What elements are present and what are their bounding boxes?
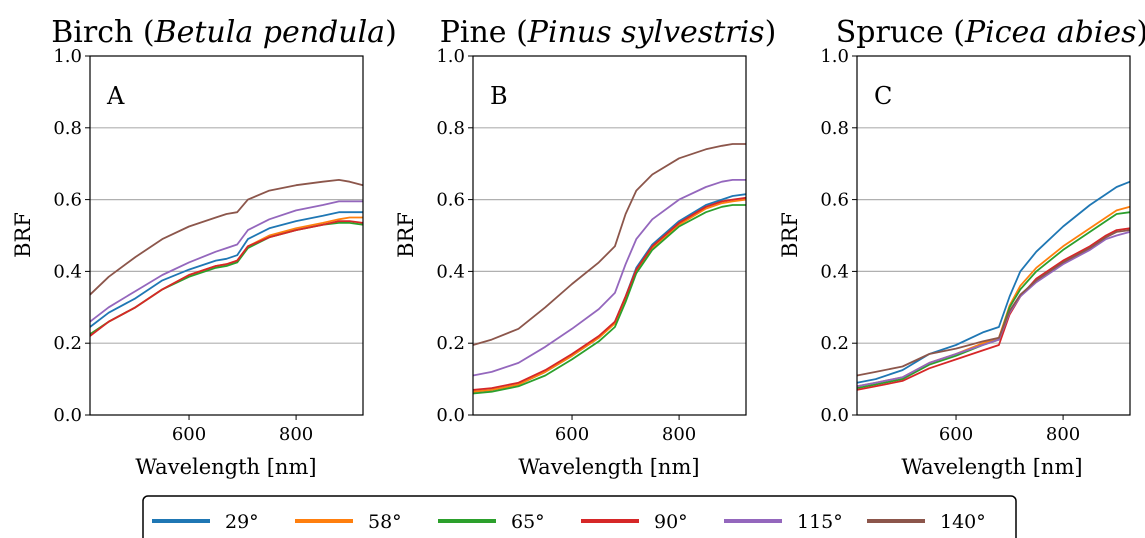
axes-frame xyxy=(472,55,747,416)
panel-title: Birch (Betula pendula) xyxy=(51,15,397,50)
legend-frame xyxy=(142,495,1017,538)
series-line-115deg xyxy=(89,200,363,323)
y-axis-label: BRF xyxy=(778,212,802,258)
axes-frame xyxy=(856,55,1131,416)
y-tick-label: 1.0 xyxy=(820,46,849,67)
series-line-90deg xyxy=(856,227,1131,391)
x-axis-label: Wavelength [nm] xyxy=(901,455,1082,479)
y-tick-label: 0.0 xyxy=(53,405,82,426)
series-line-65deg xyxy=(89,221,364,335)
legend-label: 115° xyxy=(797,511,843,533)
legend-label: 58° xyxy=(368,511,402,533)
legend-label: 140° xyxy=(940,511,986,533)
y-tick-label: 0.4 xyxy=(820,261,849,282)
series-line-58deg xyxy=(472,198,747,393)
y-tick-label: 0.2 xyxy=(436,333,465,354)
series-line-140deg xyxy=(472,143,746,346)
plot-area: 0.0 0.2 0.4 0.6 0.8 1.0 600 800 xyxy=(820,46,1131,445)
panel-title: Pine (Pinus sylvestris) xyxy=(440,15,777,50)
series-line-58deg xyxy=(856,205,1131,388)
panel-pine: Pine (Pinus sylvestris) BRF Wavelength [… xyxy=(394,15,776,479)
y-tick-label: 1.0 xyxy=(53,46,82,67)
legend-label: 29° xyxy=(225,511,259,533)
y-tick-label: 0.8 xyxy=(436,118,465,139)
series-line-140deg xyxy=(856,229,1131,377)
y-tick-label: 0.6 xyxy=(436,190,465,211)
series-line-29deg xyxy=(472,193,747,393)
legend-label: 65° xyxy=(511,511,545,533)
panel-letter: C xyxy=(874,82,892,110)
x-axis-label: Wavelength [nm] xyxy=(135,455,316,479)
x-tick-label: 800 xyxy=(279,424,313,445)
x-tick-label: 600 xyxy=(555,424,589,445)
x-axis-label: Wavelength [nm] xyxy=(518,455,699,479)
x-tick-label: 600 xyxy=(939,424,973,445)
x-tick-label: 800 xyxy=(662,424,696,445)
series-line-29deg xyxy=(856,180,1131,384)
axes-frame xyxy=(89,55,364,416)
y-tick-label: 0.4 xyxy=(436,261,465,282)
panel-letter: B xyxy=(490,82,508,110)
y-tick-label: 0.0 xyxy=(436,405,465,426)
plot-area: 0.0 0.2 0.4 0.6 0.8 1.0 600 800 xyxy=(53,46,364,445)
legend: 29° 58° 65° 90° 115° 140° xyxy=(142,495,1017,538)
y-tick-label: 0.8 xyxy=(820,118,849,139)
panel-spruce: Spruce (Picea abies) BRF Wavelength [nm]… xyxy=(778,15,1145,479)
y-tick-label: 1.0 xyxy=(436,46,465,67)
y-tick-label: 0.4 xyxy=(53,261,82,282)
x-tick-label: 600 xyxy=(172,424,206,445)
series-line-115deg xyxy=(472,178,746,377)
series-line-65deg xyxy=(856,211,1131,389)
panel-birch: Birch (Betula pendula) BRF Wavelength [n… xyxy=(11,15,397,479)
series-line-90deg xyxy=(472,196,747,391)
panel-letter: A xyxy=(106,82,125,110)
plot-area: 0.0 0.2 0.4 0.6 0.8 1.0 600 800 xyxy=(436,46,747,445)
series-line-140deg xyxy=(89,178,364,296)
series-line-65deg xyxy=(472,204,746,395)
series-line-90deg xyxy=(89,220,364,337)
series-line-115deg xyxy=(856,231,1131,388)
panel-title: Spruce (Picea abies) xyxy=(836,15,1145,50)
series-line-29deg xyxy=(89,211,363,328)
y-axis-label: BRF xyxy=(11,212,35,258)
x-tick-label: 800 xyxy=(1046,424,1080,445)
legend-label: 90° xyxy=(654,511,688,533)
y-tick-label: 0.6 xyxy=(53,190,82,211)
y-axis-label: BRF xyxy=(394,212,418,258)
y-tick-label: 0.0 xyxy=(820,405,849,426)
y-tick-label: 0.2 xyxy=(820,333,849,354)
y-tick-label: 0.6 xyxy=(820,190,849,211)
y-tick-label: 0.8 xyxy=(53,118,82,139)
y-tick-label: 0.2 xyxy=(53,333,82,354)
series-line-58deg xyxy=(89,216,363,335)
